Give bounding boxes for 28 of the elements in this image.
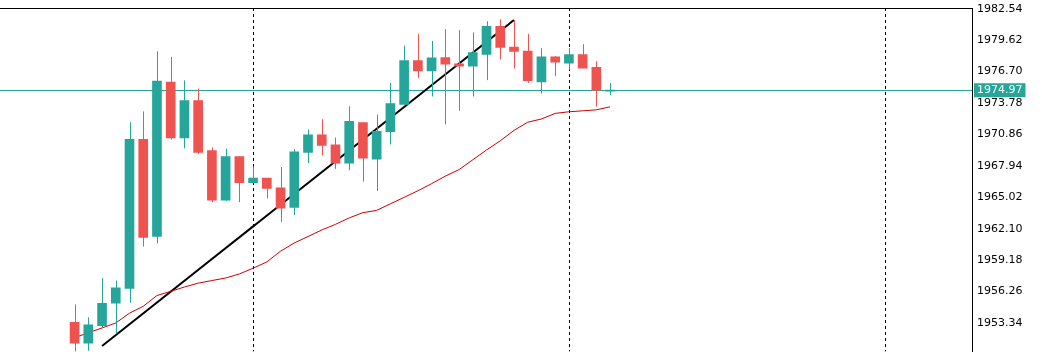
y-tick-label: 1967.94 xyxy=(977,158,1023,172)
candlestick xyxy=(413,33,423,79)
candlestick xyxy=(440,28,451,125)
candlestick xyxy=(509,19,519,69)
candlestick xyxy=(97,277,107,329)
candlestick xyxy=(303,129,313,164)
candlestick xyxy=(330,137,341,170)
candlestick xyxy=(454,29,464,112)
y-tick-label: 1970.86 xyxy=(977,127,1023,141)
candlestick xyxy=(69,303,80,352)
y-tick-label: 1973.78 xyxy=(977,95,1023,109)
y-tick-label: 1982.54 xyxy=(977,1,1023,15)
candlestick xyxy=(110,280,121,335)
candlestick xyxy=(261,177,272,199)
candlestick xyxy=(83,316,94,352)
candlestick xyxy=(495,18,506,61)
y-tick-label: 1962.10 xyxy=(977,221,1023,235)
y-tick-label: 1953.34 xyxy=(977,315,1023,329)
y-tick-label: 1979.62 xyxy=(977,32,1023,46)
candlestick xyxy=(564,47,574,71)
candlestick xyxy=(316,118,327,156)
candlestick xyxy=(591,60,602,108)
ref-line-label: 1974.97 xyxy=(977,83,1023,96)
y-tick-label: 1959.18 xyxy=(977,252,1023,266)
candlestick xyxy=(550,55,560,77)
y-tick-label: 1956.26 xyxy=(977,284,1023,298)
y-tick-label: 1965.02 xyxy=(977,190,1023,204)
y-tick-label: 1976.70 xyxy=(977,64,1023,78)
